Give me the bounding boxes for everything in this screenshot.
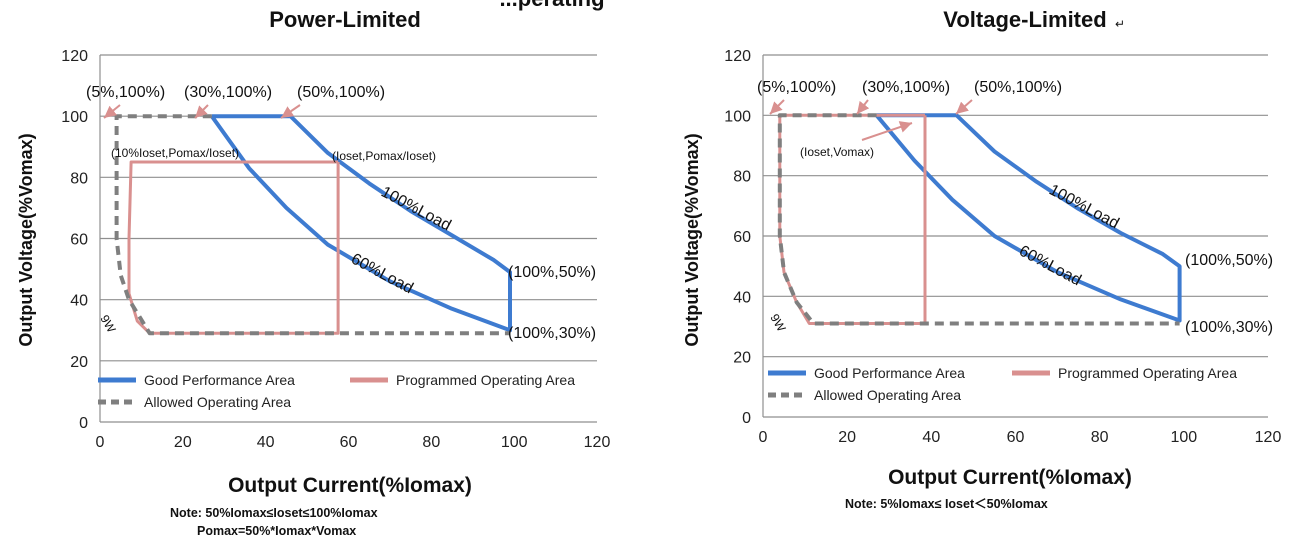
x-tick-label: 0 (759, 429, 768, 446)
note-text: Note: 50%Iomax≤Ioset≤100%Iomax (170, 506, 378, 520)
y-tick-label: 100 (61, 109, 88, 126)
annotation-label: 60%Load (1016, 243, 1084, 290)
annotation-label: (5%,100%) (757, 79, 836, 96)
annotation-arrow (194, 104, 209, 119)
y-tick-label: 20 (70, 354, 88, 371)
annotation-label: (50%,100%) (974, 79, 1062, 96)
x-tick-label: 120 (584, 434, 611, 451)
good-performance-area-line (210, 114, 512, 333)
annotation-arrow (280, 104, 301, 119)
legend-label: Allowed Operating Area (144, 394, 291, 410)
annotation-label: (10%Ioset,Pomax/Ioset) (111, 146, 239, 160)
legend: Good Performance Area Programmed Operatin… (768, 365, 1237, 403)
y-tick-label: 20 (733, 350, 751, 367)
x-tick-label: 20 (838, 429, 856, 446)
y-tick-label: 100 (724, 108, 751, 125)
note-text: Pomax=50%*Iomax*Vomax (197, 524, 356, 538)
annotation-label: (30%,100%) (862, 79, 950, 96)
good-performance-area-line (875, 113, 1182, 323)
y-tick-label: 60 (70, 232, 88, 249)
clipped-heading: ...perating (499, 0, 604, 11)
annotation-label: 100%Load (1046, 182, 1122, 233)
annotation-label: (Ioset,Pomax/Ioset) (332, 149, 436, 163)
voltage-limited-chart: 0 20 40 60 80 100 120 0 20 40 60 80 100 120 (5%,100%) (… (682, 7, 1281, 511)
x-tick-label: 40 (257, 434, 275, 451)
x-tick-label: 120 (1255, 429, 1282, 446)
legend-label: Programmed Operating Area (396, 372, 575, 388)
x-tick-label: 60 (340, 434, 358, 451)
allowed-operating-area-line (777, 113, 1180, 326)
annotation-label: 9W (97, 313, 118, 336)
annotation-label: (100%,30%) (1185, 319, 1273, 336)
chart-title: Power-Limited (269, 7, 421, 32)
y-tick-label: 60 (733, 229, 751, 246)
annotation-label: (5%,100%) (86, 84, 165, 101)
legend-label: Allowed Operating Area (814, 387, 961, 403)
legend: Good Performance Area Programmed Operatin… (98, 372, 575, 410)
x-tick-label: 0 (96, 434, 105, 451)
legend-label: Good Performance Area (144, 372, 295, 388)
x-tick-label: 80 (1091, 429, 1109, 446)
legend-label: Programmed Operating Area (1058, 365, 1237, 381)
legend-label: Good Performance Area (814, 365, 965, 381)
y-tick-label: 120 (724, 48, 751, 65)
y-tick-label: 80 (733, 169, 751, 186)
annotation-label: 9W (767, 312, 788, 335)
chart-title: Voltage-Limited (943, 7, 1106, 32)
y-tick-label: 120 (61, 48, 88, 65)
annotation-label: (100%,50%) (1185, 252, 1273, 269)
annotation-arrow (955, 99, 973, 115)
x-tick-label: 40 (922, 429, 940, 446)
annotation-arrow (856, 99, 870, 115)
annotation-label: (Ioset,Vomax) (800, 145, 874, 159)
annotation-label: (30%,100%) (184, 84, 272, 101)
annotation-arrow (769, 99, 785, 115)
annotation-arrow (103, 104, 121, 119)
note-text: Note: 5%Iomax≤ Ioset＜50%Iomax (845, 497, 1048, 511)
x-tick-label: 20 (174, 434, 192, 451)
y-tick-label: 80 (70, 170, 88, 187)
power-limited-chart: 0 20 40 60 80 100 120 0 20 40 60 80 100 120 (5%,100%) (… (16, 0, 610, 538)
x-tick-label: 100 (501, 434, 528, 451)
annotation-label: 60%Load (348, 251, 416, 298)
y-axis-label: Output Voltage(%Vomax) (16, 133, 36, 346)
x-tick-label: 100 (1170, 429, 1197, 446)
paragraph-mark: ↵ (1115, 17, 1125, 31)
x-tick-label: 80 (422, 434, 440, 451)
programmed-operating-area-line (127, 160, 340, 335)
x-axis-label: Output Current(%Iomax) (888, 466, 1132, 489)
allowed-operating-area-line (114, 114, 510, 336)
annotation-label: (100%,30%) (508, 325, 596, 342)
annotation-label: (50%,100%) (297, 84, 385, 101)
y-tick-label: 0 (79, 415, 88, 432)
y-tick-label: 40 (70, 293, 88, 310)
y-axis-label: Output Voltage(%Vomax) (682, 133, 702, 346)
annotation-arrow (861, 121, 913, 141)
y-tick-label: 0 (742, 410, 751, 427)
y-tick-label: 40 (733, 289, 751, 306)
annotation-label: 100%Load (378, 184, 454, 235)
annotation-label: (100%,50%) (508, 264, 596, 281)
x-axis-label: Output Current(%Iomax) (228, 474, 472, 497)
x-tick-label: 60 (1007, 429, 1025, 446)
